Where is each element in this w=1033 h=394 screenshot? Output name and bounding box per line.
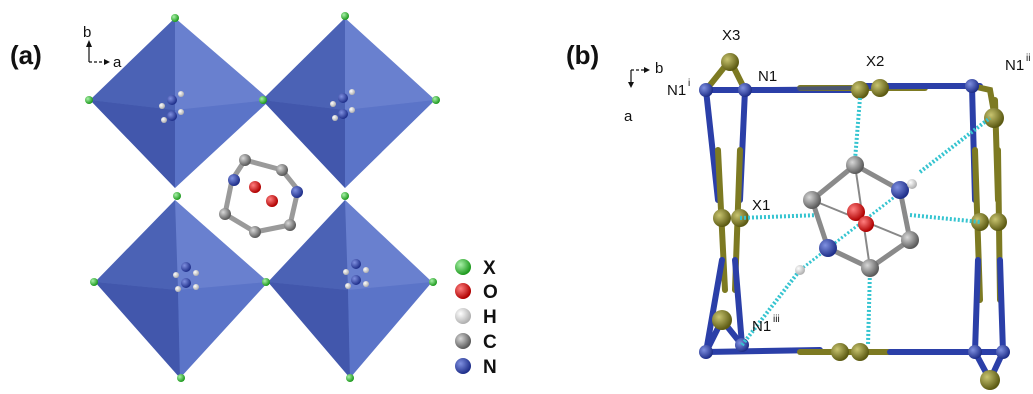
legend-label-n: N bbox=[483, 357, 497, 378]
legend-label-c: C bbox=[483, 332, 497, 353]
halide-atoms-a bbox=[85, 12, 440, 382]
legend-label-o: O bbox=[483, 282, 498, 303]
octahedron-top-right bbox=[262, 18, 435, 188]
axis-b-label: b bbox=[83, 24, 91, 41]
hydrogen-bonds bbox=[739, 97, 992, 347]
legend-swatch-h bbox=[455, 308, 471, 324]
central-cation-b bbox=[795, 156, 919, 277]
axis-a-label-b: a bbox=[624, 108, 633, 125]
ammonium-groups-a bbox=[159, 89, 369, 292]
framework-atoms bbox=[699, 53, 1010, 390]
legend-swatch-o bbox=[455, 283, 471, 299]
legend-label-h: H bbox=[483, 307, 497, 328]
label-n1: N1 bbox=[758, 68, 777, 85]
legend-swatch-c bbox=[455, 333, 471, 349]
legend-label-x: X bbox=[483, 258, 496, 279]
central-cation-a bbox=[219, 154, 303, 238]
label-x1: X1 bbox=[752, 197, 770, 214]
label-n1-ii-sup: ii bbox=[1026, 53, 1030, 64]
panel-a-label: (a) bbox=[10, 40, 42, 70]
label-n1-ii: N1 bbox=[1005, 57, 1024, 74]
label-n1-iii-sup: iii bbox=[773, 314, 780, 325]
legend-swatch-n bbox=[455, 358, 471, 374]
label-x2: X2 bbox=[866, 53, 884, 70]
label-n1-i-sup: i bbox=[688, 78, 690, 89]
legend-swatch-x bbox=[455, 259, 471, 275]
label-n1-iii: N1 bbox=[752, 318, 771, 335]
axis-indicator-a: b a bbox=[83, 24, 122, 71]
label-x3: X3 bbox=[722, 27, 740, 44]
element-legend: X O H C N bbox=[455, 258, 498, 378]
panel-a: b a bbox=[83, 12, 498, 382]
octahedron-bottom-left bbox=[95, 200, 268, 378]
atom-labels: X3 N1 X2 X1 N1 i N1 iii N1 ii bbox=[667, 27, 1030, 335]
axis-b-label-b: b bbox=[655, 60, 663, 77]
octahedron-top-left bbox=[90, 18, 270, 188]
axis-indicator-b: b a bbox=[624, 60, 663, 125]
axis-a-label: a bbox=[113, 54, 122, 71]
label-n1-i: N1 bbox=[667, 82, 686, 99]
panel-b-label: (b) bbox=[566, 40, 600, 70]
panel-b: b a bbox=[624, 27, 1030, 390]
